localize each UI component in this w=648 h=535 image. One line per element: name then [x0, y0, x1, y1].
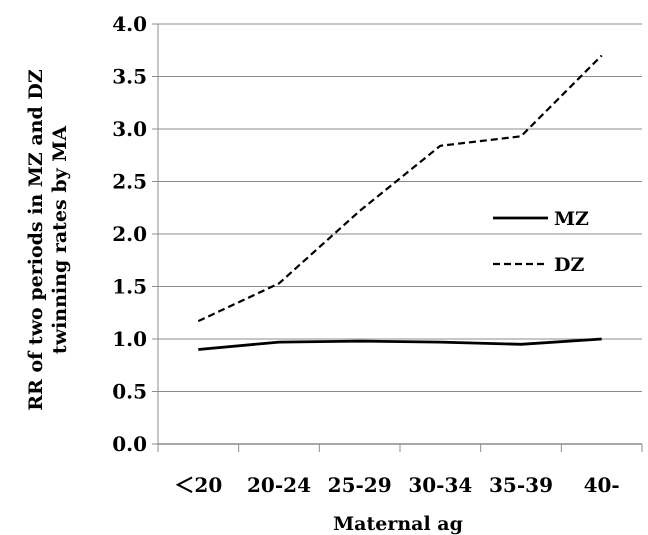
- y-tick-label: 2.5: [112, 170, 147, 194]
- y-tick-label: 2.0: [112, 222, 147, 246]
- series-lines: [197, 54, 603, 351]
- y-tick-label: 1.5: [112, 275, 147, 299]
- x-tick-label: 20-24: [247, 473, 311, 497]
- gridlines: [158, 23, 642, 392]
- x-axis-ticks: ＜20 20-24 25-29 30-34 35-39 40-: [157, 444, 643, 497]
- x-tick-label: 40-: [584, 473, 620, 497]
- legend-label-mz: MZ: [554, 208, 589, 230]
- y-tick-label: 1.0: [112, 327, 147, 351]
- legend-label-dz: DZ: [554, 254, 584, 276]
- y-tick-label: 4.0: [112, 12, 147, 36]
- x-tick-label: 25-29: [328, 473, 392, 497]
- x-tick-label: ＜20: [174, 473, 222, 497]
- y-axis-title-line-2: twinning rates by MA: [49, 126, 71, 354]
- y-tick-label: 3.5: [112, 65, 147, 89]
- legend: MZ DZ: [493, 208, 589, 276]
- y-tick-label: 0.0: [112, 432, 147, 456]
- x-tick-label: 30-34: [408, 473, 472, 497]
- y-axis-title: RR of two periods in MZ and DZ twinning …: [25, 69, 71, 411]
- series-line-mz: [198, 337, 602, 351]
- x-tick-label: 35-39: [489, 473, 553, 497]
- y-tick-label: 0.5: [112, 380, 147, 404]
- series-line-dz: [197, 54, 603, 323]
- x-axis-title: Maternal ag: [333, 513, 463, 535]
- y-axis-ticks: 0.0 0.5 1.0 1.5 2.0 2.5 3.0 3.5 4.0: [112, 12, 158, 456]
- y-tick-label: 3.0: [112, 117, 147, 141]
- y-axis-title-line-1: RR of two periods in MZ and DZ: [25, 69, 47, 411]
